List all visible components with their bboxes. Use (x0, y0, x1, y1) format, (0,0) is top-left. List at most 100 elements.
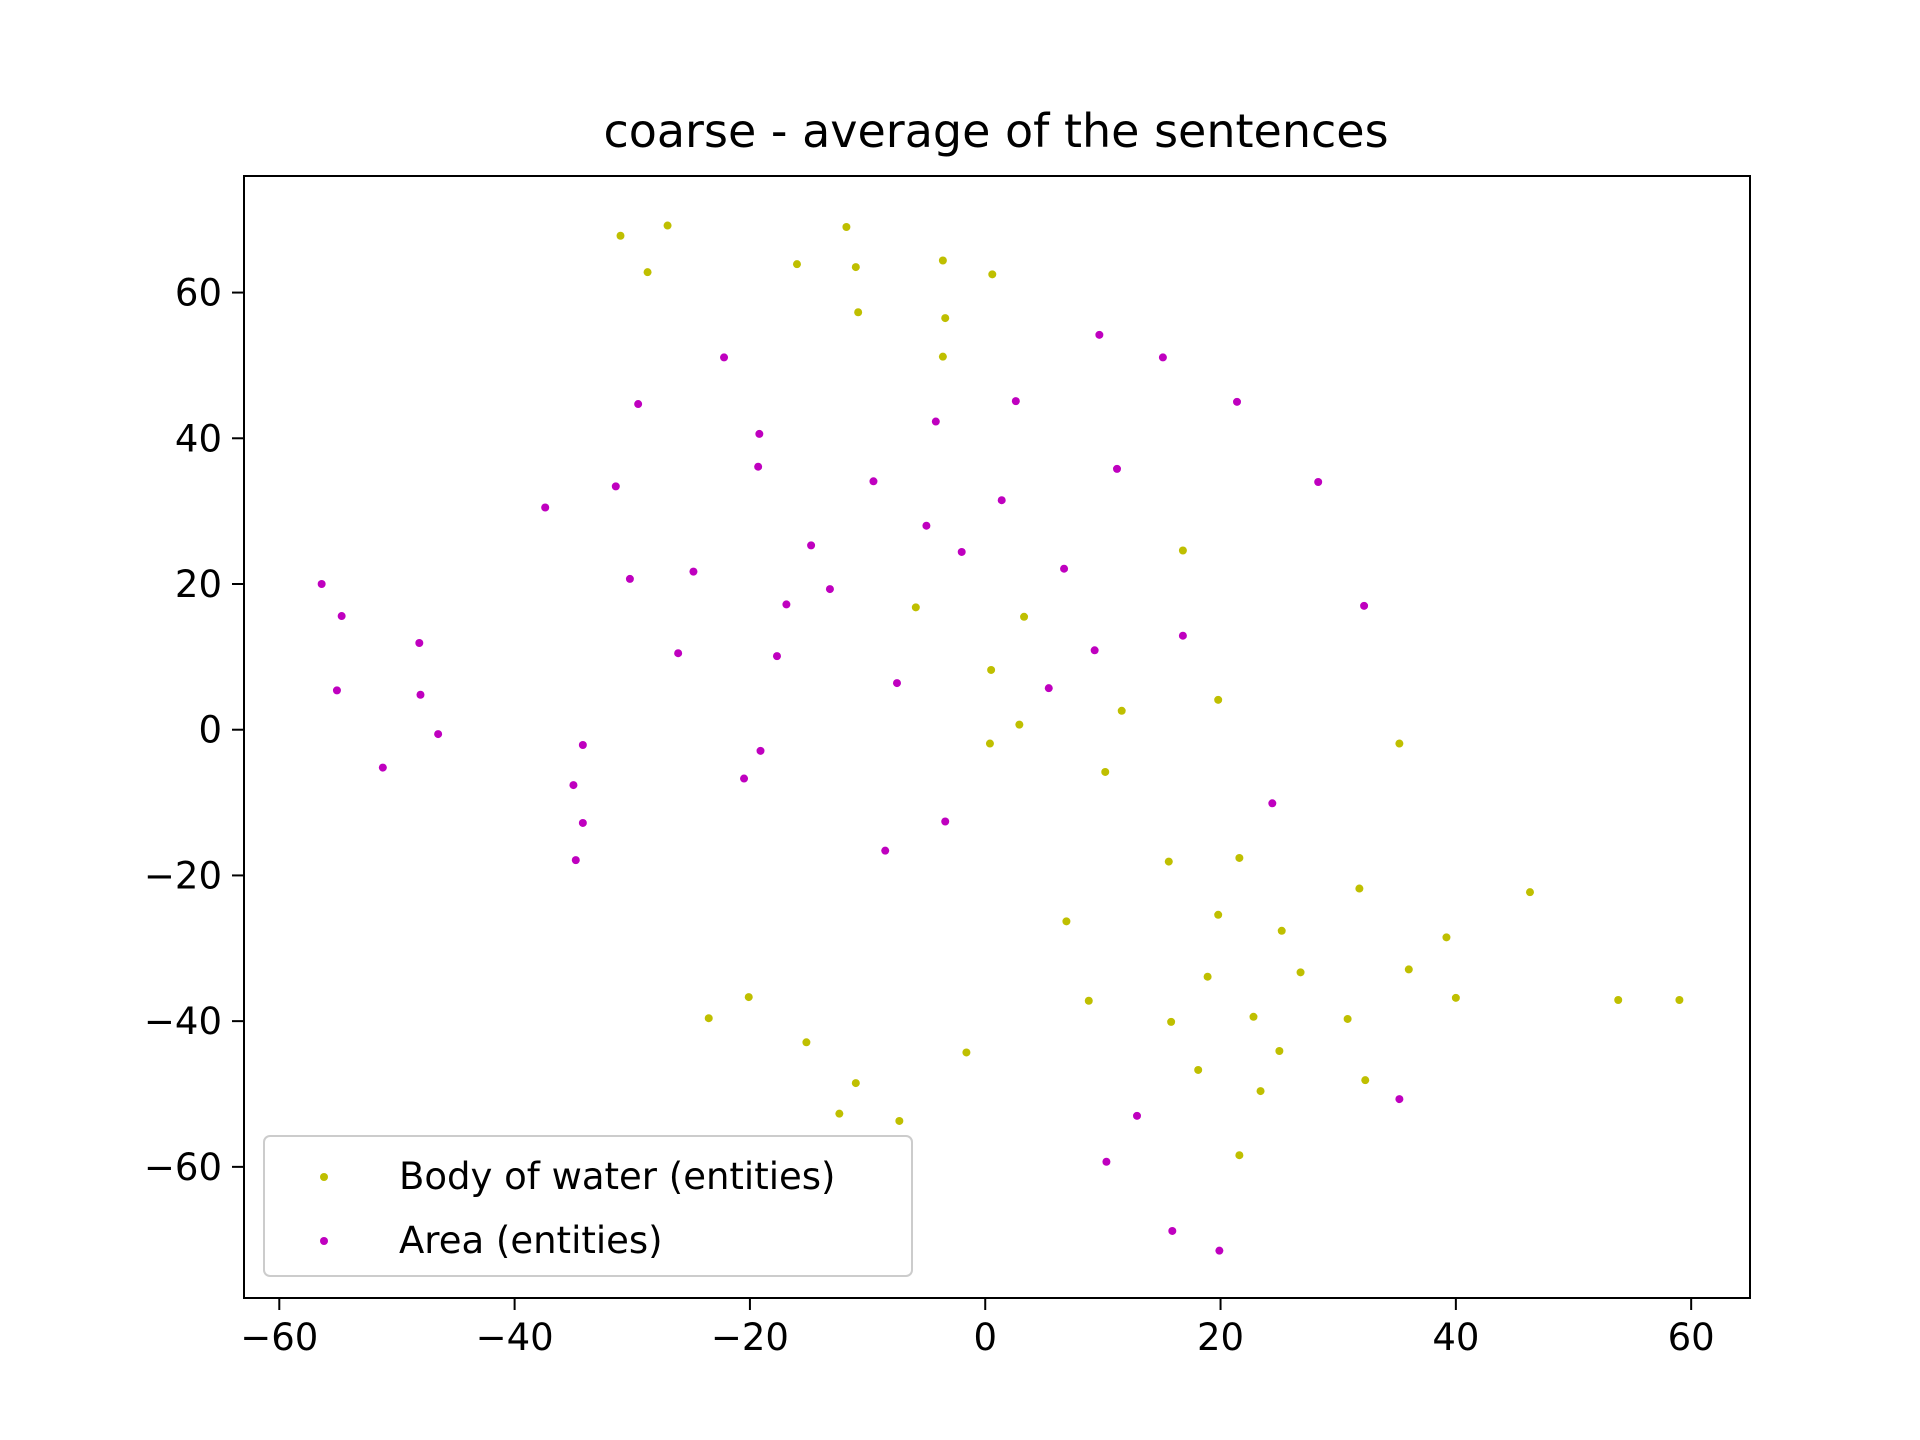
data-point (1044, 684, 1053, 693)
data-point (1090, 646, 1099, 655)
data-point (1214, 695, 1223, 704)
data-point (825, 585, 834, 594)
data-point (1233, 397, 1242, 406)
data-point (674, 649, 683, 658)
x-tick-label: −40 (476, 1316, 554, 1359)
data-point (756, 746, 765, 755)
data-point (625, 574, 634, 583)
data-point (1235, 853, 1244, 862)
data-point (1203, 972, 1212, 981)
data-point (851, 263, 860, 272)
data-point (892, 679, 901, 688)
data-point (569, 781, 578, 790)
data-point (332, 686, 341, 695)
y-tick-label: −40 (144, 1000, 222, 1043)
data-point (1101, 767, 1110, 776)
data-point (1451, 993, 1460, 1002)
data-point (1168, 1226, 1177, 1235)
data-point (1343, 1014, 1352, 1023)
data-point (1214, 910, 1223, 919)
legend: Body of water (entities) Area (entities) (263, 1135, 913, 1277)
data-point (317, 580, 326, 588)
data-point (1158, 353, 1167, 362)
data-point (1113, 464, 1122, 473)
data-point (689, 567, 698, 576)
data-point (704, 1014, 713, 1023)
data-point (957, 547, 966, 556)
data-point (987, 665, 996, 674)
legend-box (263, 1135, 913, 1277)
data-point (911, 603, 920, 612)
data-point (1215, 1246, 1224, 1255)
data-point (643, 268, 652, 277)
data-point (415, 639, 424, 648)
data-point (1164, 857, 1173, 866)
series-0 (616, 221, 1684, 1160)
data-point (571, 856, 580, 865)
data-point (1235, 1151, 1244, 1160)
data-point (938, 352, 947, 361)
data-point (1442, 933, 1451, 942)
data-point (1102, 1157, 1111, 1166)
data-point (802, 1038, 811, 1047)
data-point (869, 477, 878, 486)
y-tick-label: 0 (198, 709, 222, 752)
y-tick-label: −20 (144, 854, 222, 897)
chart-title: coarse - average of the sentences (603, 104, 1388, 158)
data-point (1167, 1017, 1176, 1026)
data-point (1011, 397, 1020, 406)
legend-marker (320, 1237, 328, 1245)
data-point (1614, 996, 1623, 1005)
data-point (941, 817, 950, 826)
data-point (854, 308, 863, 317)
data-point (1360, 601, 1369, 610)
data-point (931, 417, 940, 426)
legend-marker (320, 1173, 328, 1181)
data-point (1355, 884, 1364, 893)
data-point (1268, 799, 1277, 808)
data-point (1178, 546, 1187, 555)
data-point (1095, 330, 1104, 339)
data-point (337, 612, 346, 621)
data-point (740, 774, 749, 783)
data-point (378, 763, 387, 772)
data-point (1256, 1087, 1265, 1096)
data-point (835, 1109, 844, 1118)
data-point (985, 739, 994, 748)
data-point (1275, 1047, 1284, 1056)
data-point (782, 600, 791, 609)
series-1 (317, 330, 1404, 1255)
data-point (416, 690, 425, 699)
data-point (997, 496, 1006, 505)
legend-items: Body of water (entities) Area (entities) (320, 1155, 835, 1262)
data-point (616, 231, 625, 240)
data-point (938, 256, 947, 265)
data-point (988, 270, 997, 279)
data-point (1314, 478, 1323, 486)
data-point (1525, 888, 1534, 897)
data-point (962, 1048, 971, 1057)
data-point (434, 730, 443, 739)
legend-label: Area (entities) (399, 1219, 663, 1262)
data-point (922, 521, 931, 530)
data-point (1084, 996, 1093, 1005)
data-point (941, 314, 950, 323)
data-point (1395, 739, 1404, 748)
y-tick-label: 60 (175, 272, 222, 315)
data-point (578, 818, 587, 827)
data-point (807, 541, 816, 550)
data-point (634, 400, 643, 409)
plot-frame (243, 175, 1751, 1299)
data-point (1395, 1095, 1404, 1104)
data-point (663, 221, 672, 230)
y-tick-label: 20 (175, 563, 222, 606)
x-tick-label: −60 (240, 1316, 318, 1359)
x-tick-label: −20 (711, 1316, 789, 1359)
data-point (1194, 1065, 1203, 1074)
data-point (1015, 720, 1024, 729)
data-point (1020, 612, 1029, 621)
data-point (1277, 926, 1286, 935)
data-point (1404, 965, 1413, 974)
data-point (744, 993, 753, 1002)
